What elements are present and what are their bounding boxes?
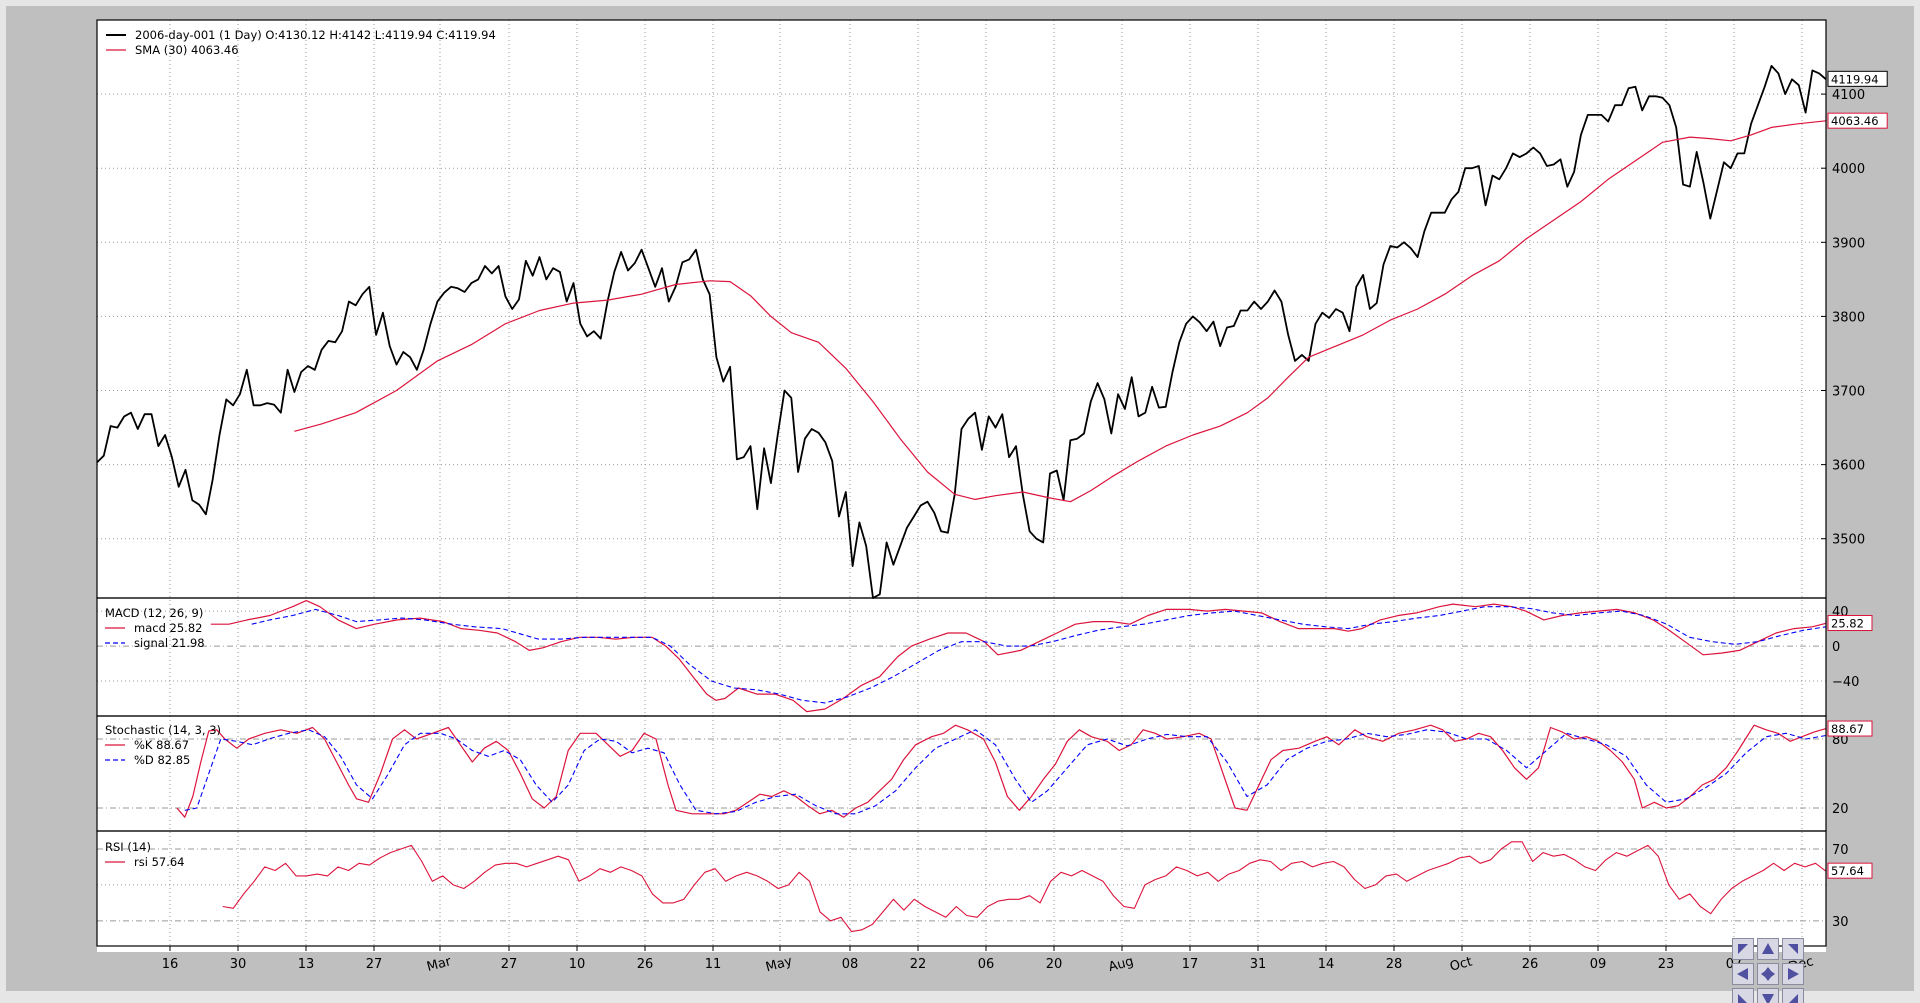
arrow-up-left-icon — [1738, 944, 1748, 954]
last-k-label-box — [1827, 720, 1873, 737]
close-line — [96, 65, 1827, 599]
x-tick-label: 27 — [366, 957, 383, 972]
last-macd-label: 25.82 — [1831, 617, 1864, 631]
x-tick-label: 26 — [1522, 957, 1539, 972]
arrow-up-icon — [1762, 943, 1774, 954]
price-ytick-label: 3900 — [1832, 236, 1865, 251]
x-tick-label: 06 — [978, 957, 995, 972]
stoch-ytick-label: 80 — [1832, 733, 1849, 748]
price-ytick-label: 3500 — [1832, 533, 1865, 548]
x-tick-label: 09 — [1590, 957, 1607, 972]
legend-label: rsi 57.64 — [134, 855, 185, 869]
price-ytick-label: 4000 — [1832, 162, 1865, 177]
macd-ytick-label: 0 — [1832, 640, 1840, 655]
stoch-k-line — [176, 724, 1827, 818]
x-tick-label: 20 — [1046, 957, 1063, 972]
legend-label: macd 25.82 — [134, 621, 202, 635]
pan-up-button[interactable] — [1757, 938, 1779, 960]
x-tick-label: 11 — [705, 957, 722, 972]
pan-up-left-button[interactable] — [1732, 938, 1754, 960]
last-sma-label-box — [1827, 112, 1888, 129]
last-sma-label: 4063.46 — [1831, 114, 1879, 128]
signal-line — [251, 606, 1827, 704]
x-axis: 16 30 13 27 Mar 27 10 26 11 May 08 22 06 20 Aug 17 31 14 2… — [162, 946, 1815, 975]
last-rsi-label: 57.64 — [1831, 864, 1864, 878]
x-tick-label: 22 — [910, 957, 927, 972]
legend-label: MACD (12, 26, 9) — [105, 606, 203, 620]
last-macd-label-box — [1827, 615, 1873, 632]
rsi-ytick-label: 30 — [1832, 915, 1849, 930]
x-tick-label: 23 — [1658, 957, 1675, 972]
y-axes: 3500360037003800390040004100400−40802070… — [1821, 70, 1888, 930]
move-icon — [1761, 967, 1775, 981]
legends: 2006-day-001 (1 Day) O:4130.12 H:4142 L:… — [105, 28, 496, 869]
panel-frames — [96, 19, 1827, 947]
pan-center-button[interactable] — [1757, 963, 1779, 985]
price-ytick-label: 3800 — [1832, 310, 1865, 325]
x-tick-label: 26 — [637, 957, 654, 972]
rsi-line — [222, 841, 1827, 933]
stoch-ytick-label: 20 — [1832, 802, 1849, 817]
sma-line — [294, 120, 1827, 503]
last-close-label: 4119.94 — [1831, 72, 1879, 86]
arrow-down-icon — [1762, 994, 1774, 1003]
x-tick-label: 10 — [569, 957, 586, 972]
grid — [97, 20, 1826, 946]
legend-label: %K 88.67 — [134, 738, 189, 752]
x-tick-label: 14 — [1318, 957, 1335, 972]
price-ytick-label: 4100 — [1832, 88, 1865, 103]
plot-area — [97, 20, 1826, 952]
rsi-ytick-label: 70 — [1832, 843, 1849, 858]
arrow-left-icon — [1737, 968, 1748, 980]
legend-label: SMA (30) 4063.46 — [135, 43, 239, 57]
x-tick-label: May — [764, 954, 794, 976]
stoch-d-line — [184, 729, 1827, 815]
pan-down-button[interactable] — [1757, 988, 1779, 1003]
x-tick-label: 27 — [501, 957, 518, 972]
pan-down-left-button[interactable] — [1732, 988, 1754, 1003]
pan-right-button[interactable] — [1782, 963, 1804, 985]
chart-series — [96, 65, 1827, 933]
legend-label: signal 21.98 — [134, 636, 205, 650]
last-close-label-box — [1827, 70, 1888, 87]
arrow-down-left-icon — [1738, 994, 1747, 1003]
plot-window: 3500 3600 3700 3800 3900 4000 4100 40 0 −40 80 20 70… — [6, 6, 1914, 1003]
legend-label: %D 82.85 — [134, 753, 190, 767]
x-tick-label: Mar — [425, 954, 453, 975]
legend-label: RSI (14) — [105, 840, 151, 854]
x-tick-label: 13 — [298, 957, 315, 972]
pan-left-button[interactable] — [1732, 963, 1754, 985]
legend-label: 2006-day-001 (1 Day) O:4130.12 H:4142 L:… — [135, 28, 496, 42]
x-tick-label: 17 — [1182, 957, 1199, 972]
arrow-up-right-icon — [1788, 944, 1798, 954]
macd-line — [210, 599, 1827, 713]
price-ytick-label: 3600 — [1832, 459, 1865, 474]
macd-ytick-label: −40 — [1832, 675, 1859, 690]
last-k-label: 88.67 — [1831, 722, 1864, 736]
pan-up-right-button[interactable] — [1782, 938, 1804, 960]
x-tick-label: 16 — [162, 957, 179, 972]
arrow-down-right-icon — [1789, 994, 1798, 1003]
chart-figure: 3500360037003800390040004100400−40802070… — [96, 19, 1888, 975]
x-tick-label: Aug — [1107, 954, 1135, 975]
pan-down-right-button[interactable] — [1782, 988, 1804, 1003]
x-tick-label: 31 — [1250, 957, 1267, 972]
x-tick-label: 30 — [230, 957, 247, 972]
x-tick-label: 08 — [842, 957, 859, 972]
x-tick-label: 28 — [1386, 957, 1403, 972]
arrow-right-icon — [1788, 968, 1799, 980]
x-tick-label: Oct — [1448, 954, 1474, 974]
navigation-toolbar — [1732, 938, 1808, 1003]
legend-label: Stochastic (14, 3, 3) — [105, 723, 221, 737]
last-rsi-label-box — [1827, 862, 1873, 879]
price-ytick-label: 3700 — [1832, 385, 1865, 400]
rsi-frame — [96, 830, 1827, 947]
